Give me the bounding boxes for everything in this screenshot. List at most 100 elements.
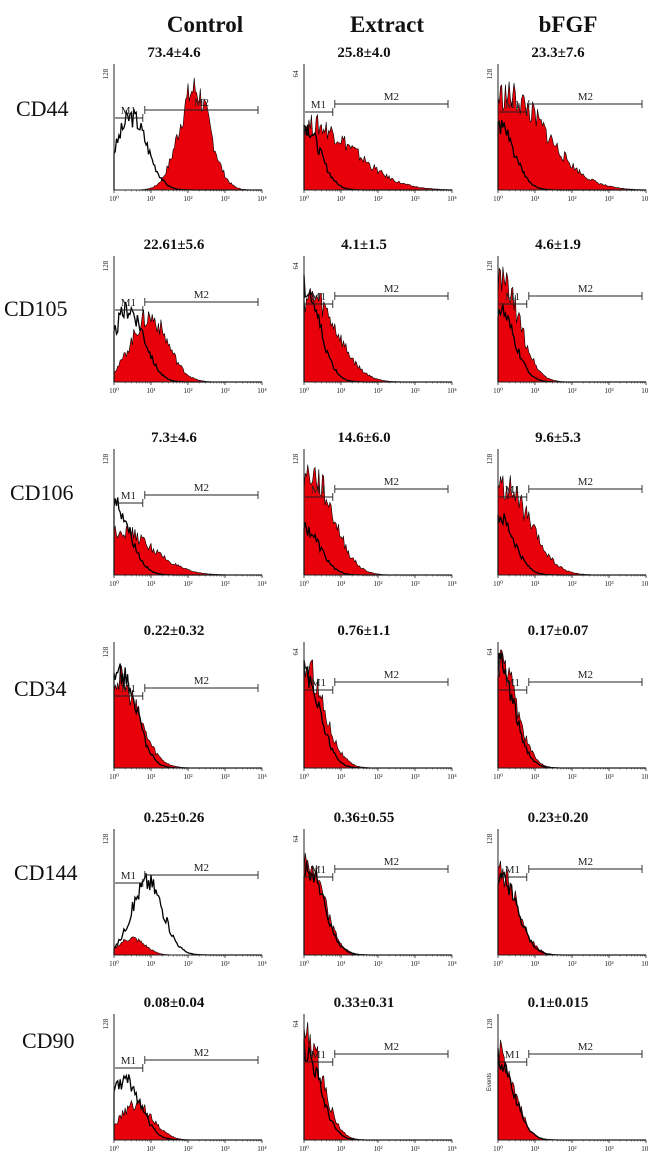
x-tick-label: 10⁰: [493, 1145, 503, 1153]
gate-m1-label: M1: [121, 105, 136, 117]
gate-m1-label: M1: [311, 1049, 326, 1061]
gate-m2-label: M2: [578, 1041, 593, 1053]
stained-histogram: [497, 649, 646, 769]
x-tick-label: 10³: [220, 1145, 229, 1153]
gate-m2-label: M2: [578, 856, 593, 868]
x-tick-label: 10³: [410, 960, 419, 968]
stained-histogram: [303, 852, 452, 956]
histogram-cd144-bfgf: 0.23±0.20 128 10⁰ 10¹ 10² 10³ 10⁴ M1 M2: [486, 810, 648, 968]
x-tick-label: 10⁴: [257, 387, 267, 395]
gate-m2-label: M2: [194, 97, 209, 109]
histogram-cd90-control: 0.08±0.04 128 10⁰ 10¹ 10² 10³ 10⁴ M1 M2: [102, 995, 267, 1153]
x-tick-label: 10³: [604, 773, 613, 781]
column-header-control: Control: [166, 12, 244, 37]
stained-histogram: [497, 1039, 646, 1141]
positive-percentage: 0.33±0.31: [334, 995, 395, 1011]
x-tick-label: 10⁰: [493, 387, 503, 395]
x-tick-label: 10¹: [336, 580, 345, 588]
x-tick-label: 10¹: [336, 195, 345, 203]
x-tick-label: 10²: [373, 960, 382, 968]
gate-m1-label: M1: [505, 864, 520, 876]
histogram-cd105-bfgf: 4.6±1.9 128 10⁰ 10¹ 10² 10³ 10⁴ M1 M2: [486, 237, 648, 395]
x-tick-label: 10⁴: [257, 580, 267, 588]
x-tick-label: 10¹: [146, 1145, 155, 1153]
x-tick-label: 10¹: [146, 387, 155, 395]
x-tick-label: 10⁴: [447, 1145, 457, 1153]
gate-m1-label: M1: [121, 297, 136, 309]
histogram-cd105-extract: 4.1±1.5 64 10⁰ 10¹ 10² 10³ 10⁴ M1 M2: [292, 237, 457, 395]
histogram-cd44-control: 73.4±4.6 128 10⁰ 10¹ 10² 10³ 10⁴ M1 M2: [102, 45, 267, 203]
x-tick-label: 10²: [373, 1145, 382, 1153]
x-tick-label: 10⁰: [299, 195, 309, 203]
stained-histogram: [497, 860, 646, 956]
histogram-cd34-extract: 0.76±1.1 64 10⁰ 10¹ 10² 10³ 10⁴ M1 M2: [292, 623, 457, 781]
x-tick-label: 10³: [604, 1145, 613, 1153]
gate-m2-label: M2: [578, 91, 593, 103]
x-tick-label: 10⁰: [493, 195, 503, 203]
gate-m2-label: M2: [578, 476, 593, 488]
x-tick-label: 10¹: [530, 1145, 539, 1153]
y-axis-max-label: 128: [486, 833, 494, 844]
x-tick-label: 10¹: [530, 387, 539, 395]
stained-histogram: [303, 113, 453, 191]
x-tick-label: 10⁴: [257, 960, 267, 968]
x-tick-label: 10³: [604, 960, 613, 968]
histogram-cd106-extract: 14.6±6.0 128 10⁰ 10¹ 10² 10³ 10⁴ M1 M2: [292, 430, 457, 588]
x-tick-label: 10²: [567, 195, 576, 203]
x-tick-label: 10³: [604, 195, 613, 203]
x-tick-label: 10⁴: [641, 387, 648, 395]
gate-m2-label: M2: [578, 669, 593, 681]
histogram-cd90-extract: 0.33±0.31 64 10⁰ 10¹ 10² 10³ 10⁴ M1 M2: [292, 995, 457, 1153]
gate-m2-label: M2: [384, 91, 399, 103]
positive-percentage: 14.6±6.0: [337, 430, 390, 446]
x-tick-label: 10²: [567, 1145, 576, 1153]
positive-percentage: 25.8±4.0: [337, 45, 390, 61]
x-tick-label: 10²: [183, 580, 192, 588]
x-tick-label: 10³: [410, 387, 419, 395]
stained-histogram: [113, 665, 262, 769]
x-tick-label: 10⁰: [299, 387, 309, 395]
column-header-bfgf: bFGF: [538, 12, 598, 37]
x-tick-label: 10²: [373, 773, 382, 781]
row-label-cd144: CD144: [14, 860, 78, 885]
x-tick-label: 10⁰: [109, 1145, 119, 1153]
gate-m1-label: M1: [311, 864, 326, 876]
x-tick-label: 10³: [220, 387, 229, 395]
y-axis-title: Events: [487, 1073, 493, 1091]
x-tick-label: 10⁰: [109, 960, 119, 968]
stained-histogram: [114, 77, 262, 191]
histogram-cd34-control: 0.22±0.32 128 10⁰ 10¹ 10² 10³ 10⁴ M1 M2: [102, 623, 267, 781]
positive-percentage: 0.36±0.55: [334, 810, 395, 826]
y-axis-max-label: 64: [292, 1020, 300, 1028]
gate-m2-label: M2: [194, 1047, 209, 1059]
x-tick-label: 10⁰: [299, 960, 309, 968]
x-tick-label: 10⁴: [257, 773, 267, 781]
x-tick-label: 10²: [373, 580, 382, 588]
row-label-cd34: CD34: [14, 676, 67, 701]
stained-histogram: [303, 1021, 452, 1141]
gate-m1-label: M1: [121, 490, 136, 502]
gate-m2-label: M2: [384, 283, 399, 295]
x-tick-label: 10¹: [146, 773, 155, 781]
x-tick-label: 10¹: [530, 195, 539, 203]
x-tick-label: 10³: [220, 773, 229, 781]
stained-histogram: [497, 475, 646, 576]
gate-m1-label: M1: [505, 1049, 520, 1061]
gate-m2-label: M2: [194, 675, 209, 687]
histogram-cd90-bfgf: 0.1±0.015 128 Events 10⁰ 10¹ 10² 10³ 10⁴ M1 M2: [486, 995, 648, 1153]
x-tick-label: 10⁴: [447, 387, 457, 395]
histogram-cd44-extract: 25.8±4.0 64 10⁰ 10¹ 10² 10³ 10⁴ M1 M2: [292, 45, 457, 203]
x-tick-label: 10²: [567, 387, 576, 395]
x-tick-label: 10¹: [336, 773, 345, 781]
x-tick-label: 10³: [220, 195, 229, 203]
x-tick-label: 10⁴: [641, 773, 648, 781]
y-axis-max-label: 128: [102, 646, 110, 657]
x-tick-label: 10²: [373, 387, 382, 395]
gate-m1-label: M1: [505, 677, 520, 689]
x-tick-label: 10¹: [146, 960, 155, 968]
x-tick-label: 10⁰: [299, 580, 309, 588]
x-tick-label: 10⁰: [493, 580, 503, 588]
positive-percentage: 22.61±5.6: [144, 237, 205, 253]
y-axis-max-label: 128: [292, 453, 300, 464]
x-tick-label: 10³: [220, 960, 229, 968]
